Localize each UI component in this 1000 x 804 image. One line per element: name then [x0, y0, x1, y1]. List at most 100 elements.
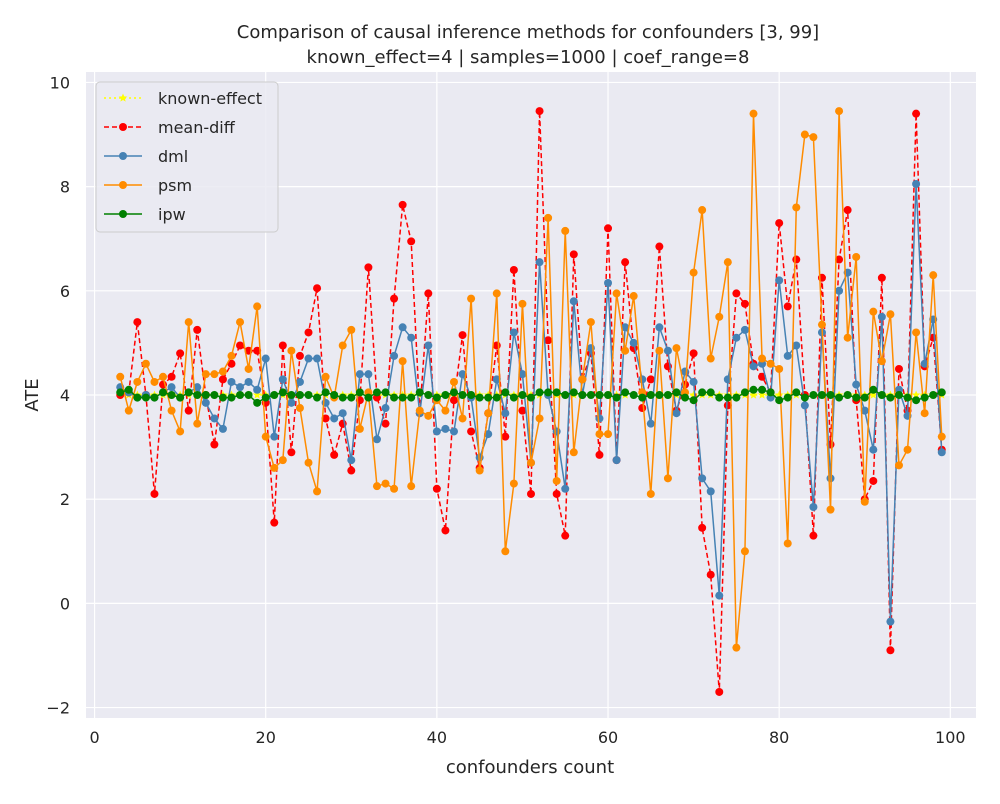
data-point-dml — [270, 432, 279, 441]
data-point-psm — [184, 318, 193, 327]
data-point-psm — [467, 294, 476, 303]
data-point-mean-diff — [390, 294, 399, 303]
y-tick-label: 4 — [60, 386, 70, 405]
data-point-dml — [792, 341, 801, 350]
data-point-ipw — [270, 391, 279, 399]
data-point-dml — [244, 377, 253, 386]
data-point-mean-diff — [407, 237, 416, 246]
data-point-mean-diff — [706, 570, 715, 579]
data-point-ipw — [552, 388, 561, 397]
legend-marker-known-effect — [118, 93, 128, 102]
data-point-ipw — [638, 393, 647, 402]
data-point-psm — [544, 213, 553, 222]
legend-box — [95, 81, 279, 233]
data-point-ipw — [287, 391, 296, 399]
data-point-psm — [655, 346, 664, 355]
data-point-ipw — [236, 391, 245, 399]
data-point-mean-diff — [295, 351, 304, 360]
data-point-psm — [518, 299, 527, 308]
data-point-mean-diff — [698, 523, 707, 532]
data-point-dml — [278, 375, 287, 384]
data-point-psm — [775, 364, 784, 373]
data-point-dml — [835, 286, 844, 295]
data-point-dml — [612, 456, 621, 465]
data-point-ipw — [278, 388, 287, 397]
data-point-psm — [826, 505, 835, 514]
data-point-psm — [877, 357, 886, 366]
data-point-dml — [698, 474, 707, 483]
data-point-psm — [672, 344, 681, 353]
data-point-mean-diff — [467, 427, 476, 436]
data-point-mean-diff — [732, 289, 741, 298]
data-point-ipw — [218, 393, 227, 402]
data-point-ipw — [295, 391, 304, 399]
data-point-ipw — [210, 391, 219, 399]
data-point-dml — [210, 414, 219, 423]
data-point-ipw — [261, 393, 270, 402]
data-point-mean-diff — [364, 263, 373, 272]
data-point-ipw — [424, 391, 433, 399]
legend-label-psm: psm — [158, 176, 192, 195]
data-point-ipw — [227, 393, 236, 402]
data-point-mean-diff — [638, 404, 647, 413]
data-point-dml — [313, 354, 322, 363]
data-point-dml — [492, 375, 501, 384]
chart-title-line-2: known_effect=4 | samples=1000 | coef_ran… — [307, 47, 750, 68]
data-point-ipw — [338, 393, 347, 402]
data-point-psm — [835, 107, 844, 116]
data-point-mean-diff — [740, 299, 749, 308]
data-point-mean-diff — [176, 349, 185, 358]
data-point-psm — [800, 130, 809, 139]
data-point-ipw — [621, 388, 630, 397]
data-point-dml — [518, 370, 527, 379]
data-point-psm — [449, 377, 458, 386]
axis-ticks: 0 20 40 60 80 100 −2 0 2 4 6 8 10 — [46, 73, 965, 747]
data-point-psm — [698, 206, 707, 215]
data-point-dml — [877, 312, 886, 321]
data-point-ipw — [749, 385, 758, 394]
x-tick-label: 20 — [256, 728, 276, 747]
data-point-ipw — [184, 388, 193, 397]
data-point-ipw — [330, 391, 339, 399]
data-point-mean-diff — [184, 406, 193, 415]
legend-label-known-effect: known-effect — [158, 89, 262, 108]
data-point-psm — [723, 258, 732, 267]
data-point-ipw — [852, 393, 861, 402]
data-point-ipw — [663, 391, 672, 399]
data-point-mean-diff — [715, 687, 724, 696]
data-point-dml — [775, 276, 784, 285]
data-point-ipw — [723, 393, 732, 402]
data-point-ipw — [646, 391, 655, 399]
data-point-mean-diff — [398, 200, 407, 209]
data-point-mean-diff — [552, 489, 561, 498]
y-tick-label: 2 — [60, 490, 70, 509]
data-point-ipw — [800, 393, 809, 402]
data-point-mean-diff — [535, 107, 544, 116]
data-point-psm — [193, 419, 202, 428]
data-point-dml — [390, 351, 399, 360]
data-point-ipw — [432, 393, 441, 402]
data-point-psm — [595, 430, 604, 439]
data-point-psm — [612, 289, 621, 298]
data-point-mean-diff — [458, 331, 467, 340]
data-point-dml — [458, 370, 467, 379]
data-point-psm — [604, 430, 613, 439]
data-point-psm — [903, 445, 912, 454]
data-point-psm — [586, 318, 595, 327]
data-point-psm — [809, 133, 818, 142]
data-point-ipw — [467, 391, 476, 399]
data-point-psm — [860, 497, 869, 506]
data-point-mean-diff — [518, 406, 527, 415]
x-tick-label: 40 — [427, 728, 447, 747]
data-point-mean-diff — [304, 328, 313, 337]
data-point-dml — [287, 398, 296, 407]
data-point-mean-diff — [758, 372, 767, 381]
data-point-psm — [817, 320, 826, 329]
data-point-psm — [749, 109, 758, 118]
x-tick-label: 0 — [89, 728, 99, 747]
data-point-mean-diff — [313, 284, 322, 293]
data-point-psm — [484, 409, 493, 418]
data-point-mean-diff — [193, 325, 202, 334]
data-point-ipw — [843, 391, 852, 399]
